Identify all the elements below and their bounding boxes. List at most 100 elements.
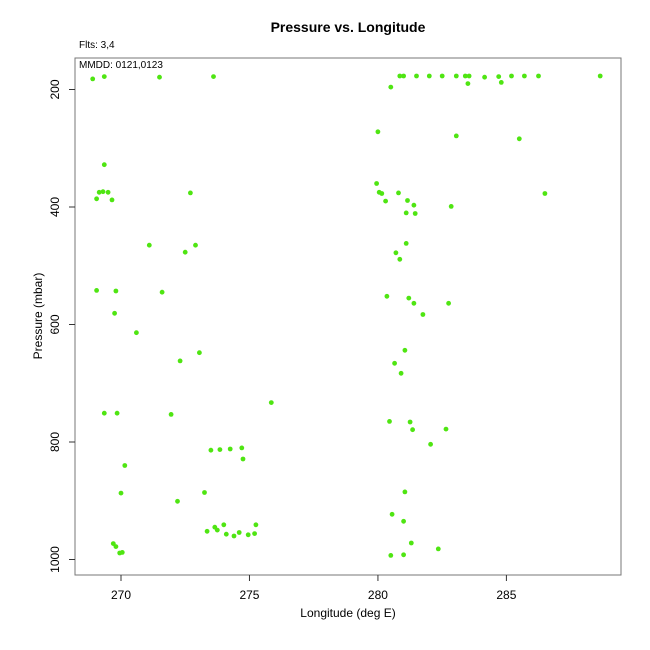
data-point xyxy=(211,74,216,79)
data-point xyxy=(410,427,415,433)
data-point xyxy=(393,250,399,256)
data-point xyxy=(374,181,379,186)
data-point xyxy=(240,456,246,462)
data-point xyxy=(113,288,119,294)
data-point xyxy=(453,73,459,79)
data-point xyxy=(466,73,472,79)
data-point xyxy=(542,191,548,196)
data-point xyxy=(146,242,152,248)
data-point xyxy=(96,189,102,195)
data-point xyxy=(208,447,214,453)
data-point xyxy=(157,74,162,80)
data-point xyxy=(122,463,128,468)
data-point xyxy=(94,196,99,202)
y-tick-label: 1000 xyxy=(48,546,62,573)
annotation-flights: Flts: 3,4 xyxy=(79,40,115,51)
x-tick-label: 285 xyxy=(496,588,516,602)
data-point xyxy=(223,531,229,537)
x-axis-label: Longitude (deg E) xyxy=(300,606,396,620)
data-point xyxy=(252,531,257,536)
data-point xyxy=(411,300,417,306)
data-point xyxy=(118,490,124,496)
data-point xyxy=(411,202,417,208)
data-point xyxy=(119,550,125,555)
x-tick-label: 280 xyxy=(368,588,388,602)
data-point xyxy=(397,256,403,262)
data-point xyxy=(236,530,242,535)
data-point xyxy=(375,129,381,135)
data-point xyxy=(403,241,409,246)
data-point xyxy=(397,73,403,79)
data-point xyxy=(443,426,449,432)
data-point xyxy=(389,511,395,517)
data-point xyxy=(509,73,514,79)
data-point xyxy=(392,360,397,366)
data-point xyxy=(482,74,487,80)
data-point xyxy=(435,546,441,552)
data-point xyxy=(405,198,410,203)
data-point xyxy=(453,133,459,139)
data-point xyxy=(401,73,406,79)
data-point xyxy=(597,73,603,79)
y-tick-label: 600 xyxy=(48,314,62,334)
data-point xyxy=(112,310,117,316)
data-point xyxy=(401,518,406,524)
data-point xyxy=(182,249,188,255)
data-point xyxy=(253,522,259,528)
data-point xyxy=(426,73,432,79)
data-point xyxy=(496,74,502,79)
data-point xyxy=(402,489,408,495)
y-axis-label: Pressure (mbar) xyxy=(31,272,45,360)
data-point xyxy=(175,498,180,504)
data-point xyxy=(231,533,237,539)
data-point xyxy=(100,189,106,195)
data-point xyxy=(536,73,541,79)
data-point xyxy=(396,190,401,196)
data-point xyxy=(498,80,504,85)
data-point xyxy=(214,527,220,533)
data-point xyxy=(217,447,223,452)
data-point xyxy=(407,419,413,425)
data-point xyxy=(388,553,394,558)
data-point xyxy=(516,136,522,142)
data-point xyxy=(101,162,107,168)
data-point xyxy=(204,528,210,534)
annotation-mmdd: MMDD: 0121,0123 xyxy=(79,60,163,71)
data-point xyxy=(268,400,274,405)
data-point xyxy=(177,358,183,364)
data-point xyxy=(168,412,174,417)
plot-border xyxy=(74,57,622,576)
data-point xyxy=(412,211,418,216)
data-point xyxy=(448,204,454,209)
data-point xyxy=(387,419,392,424)
data-point xyxy=(522,73,527,79)
data-point xyxy=(159,289,165,295)
data-point xyxy=(383,198,388,204)
data-point xyxy=(462,73,468,79)
data-point xyxy=(134,330,139,336)
y-tick-label: 400 xyxy=(48,197,62,217)
data-point xyxy=(188,190,193,196)
data-point xyxy=(101,74,107,79)
y-tick-label: 800 xyxy=(48,432,62,452)
data-point xyxy=(420,312,426,317)
data-point xyxy=(398,370,404,376)
data-point xyxy=(221,522,227,528)
data-point xyxy=(202,490,207,495)
data-point xyxy=(388,84,394,90)
data-point xyxy=(401,552,406,558)
data-point xyxy=(465,81,471,86)
data-point xyxy=(227,446,233,452)
chart-title: Pressure vs. Longitude xyxy=(270,19,426,35)
data-point xyxy=(239,445,245,451)
y-tick-label: 200 xyxy=(48,79,62,99)
data-point xyxy=(406,295,412,301)
data-point xyxy=(113,544,119,549)
data-point xyxy=(114,410,120,416)
data-point xyxy=(408,540,414,546)
x-tick-label: 270 xyxy=(111,588,131,602)
data-point xyxy=(379,191,385,196)
data-point xyxy=(446,300,451,306)
data-point xyxy=(94,288,99,293)
